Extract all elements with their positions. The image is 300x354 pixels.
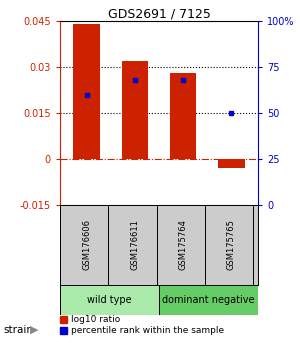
Text: GSM176606: GSM176606 bbox=[82, 219, 91, 270]
Bar bbox=[170, 73, 196, 159]
Bar bbox=[218, 159, 245, 169]
Title: GDS2691 / 7125: GDS2691 / 7125 bbox=[108, 7, 210, 20]
Bar bbox=[122, 61, 148, 159]
Bar bbox=[60, 285, 159, 315]
Text: dominant negative: dominant negative bbox=[162, 295, 255, 305]
Text: strain: strain bbox=[3, 325, 33, 335]
Text: wild type: wild type bbox=[87, 295, 132, 305]
Text: GSM175765: GSM175765 bbox=[227, 219, 236, 270]
Text: GSM176611: GSM176611 bbox=[130, 219, 140, 270]
Text: GSM175764: GSM175764 bbox=[178, 219, 188, 270]
Text: ▶: ▶ bbox=[30, 325, 39, 335]
Bar bbox=[159, 285, 258, 315]
Bar bbox=[73, 24, 100, 159]
Legend: log10 ratio, percentile rank within the sample: log10 ratio, percentile rank within the … bbox=[60, 315, 224, 335]
